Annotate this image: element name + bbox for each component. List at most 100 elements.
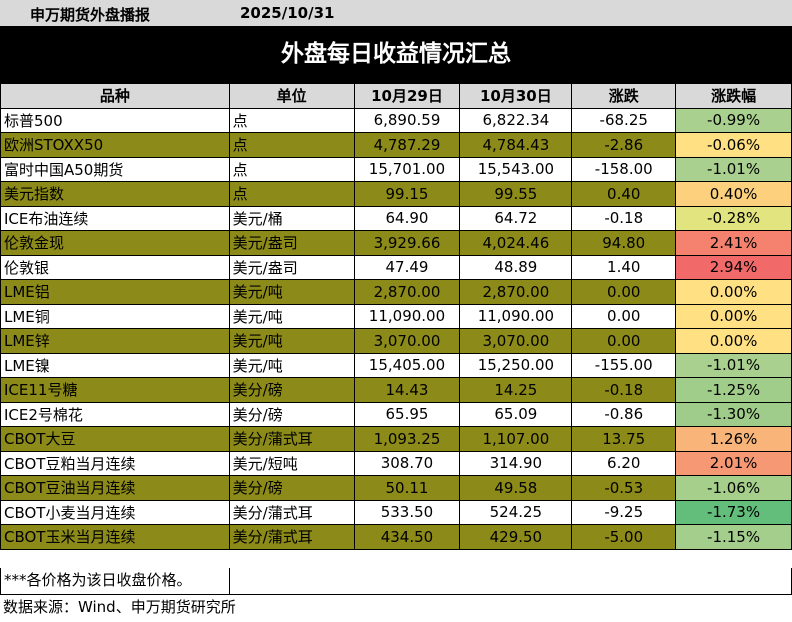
- unit-cell: 美分/磅: [228, 475, 355, 501]
- change-pct-cell: 2.41%: [675, 230, 792, 256]
- commodity-name-cell: 伦敦金现: [0, 230, 230, 256]
- unit-cell: 美分/蒲式耳: [228, 499, 355, 525]
- commodity-name-cell: LME铜: [0, 303, 230, 329]
- change-pct-cell: 0.00%: [675, 279, 792, 305]
- column-header-name: 品种: [0, 83, 230, 109]
- table-row: 欧洲STOXX50 点 4,787.29 4,784.43 -2.86 -0.06%: [0, 132, 792, 158]
- data-source: 数据来源：Wind、申万期货研究所: [3, 598, 236, 616]
- table-row: LME镍 美元/吨 15,405.00 15,250.00 -155.00 -1.01%: [0, 352, 792, 378]
- brand-title: 申万期货外盘播报: [30, 6, 151, 24]
- commodity-name-cell: 欧洲STOXX50: [0, 132, 230, 158]
- close-oct30-cell: 3,070.00: [459, 328, 573, 354]
- price-note-row: ***各价格为该日收盘价格。: [0, 568, 792, 595]
- commodity-name-cell: ICE2号棉花: [0, 401, 230, 427]
- change-pct-cell: -1.01%: [675, 156, 792, 182]
- unit-cell: 美分/磅: [228, 377, 355, 403]
- change-cell: -158.00: [571, 156, 677, 182]
- unit-cell: 点: [228, 181, 355, 207]
- unit-cell: 美元/吨: [228, 328, 355, 354]
- table-row: LME铝 美元/吨 2,870.00 2,870.00 0.00 0.00%: [0, 279, 792, 305]
- header-bar: 申万期货外盘播报 2025/10/31: [0, 0, 792, 27]
- change-pct-cell: 2.01%: [675, 450, 792, 476]
- change-cell: 6.20: [571, 450, 677, 476]
- change-pct-cell: 1.26%: [675, 426, 792, 452]
- change-cell: 0.00: [571, 328, 677, 354]
- change-cell: -0.18: [571, 377, 677, 403]
- table-row: 伦敦金现 美元/盎司 3,929.66 4,024.46 94.80 2.41%: [0, 230, 792, 256]
- table-row: ICE11号糖 美分/磅 14.43 14.25 -0.18 -1.25%: [0, 377, 792, 403]
- table-row: ICE2号棉花 美分/磅 65.95 65.09 -0.86 -1.30%: [0, 401, 792, 427]
- close-oct30-cell: 4,784.43: [459, 132, 573, 158]
- change-cell: -0.18: [571, 205, 677, 231]
- close-oct30-cell: 2,870.00: [459, 279, 573, 305]
- commodity-name-cell: 标普500: [0, 107, 230, 133]
- change-pct-cell: 2.94%: [675, 254, 792, 280]
- change-cell: -68.25: [571, 107, 677, 133]
- close-oct29-cell: 99.15: [353, 181, 461, 207]
- close-oct30-cell: 65.09: [459, 401, 573, 427]
- commodity-name-cell: CBOT豆油当月连续: [0, 475, 230, 501]
- close-oct30-cell: 14.25: [459, 377, 573, 403]
- commodity-name-cell: CBOT小麦当月连续: [0, 499, 230, 525]
- unit-cell: 美分/磅: [228, 401, 355, 427]
- column-header-date1: 10月29日: [353, 83, 461, 109]
- commodity-name-cell: ICE布油连续: [0, 205, 230, 231]
- close-oct29-cell: 65.95: [353, 401, 461, 427]
- change-cell: 0.00: [571, 303, 677, 329]
- commodity-name-cell: 伦敦银: [0, 254, 230, 280]
- change-pct-cell: 0.00%: [675, 303, 792, 329]
- table-row: ICE布油连续 美元/桶 64.90 64.72 -0.18 -0.28%: [0, 205, 792, 231]
- unit-cell: 美分/蒲式耳: [228, 524, 355, 550]
- close-oct29-cell: 50.11: [353, 475, 461, 501]
- table-row: 美元指数点 99.15 99.55 0.40 0.40%: [0, 181, 792, 207]
- close-oct29-cell: 64.90: [353, 205, 461, 231]
- column-header-date2: 10月30日: [459, 83, 573, 109]
- close-oct30-cell: 49.58: [459, 475, 573, 501]
- change-cell: -2.86: [571, 132, 677, 158]
- unit-cell: 点: [228, 132, 355, 158]
- change-pct-cell: -1.01%: [675, 352, 792, 378]
- close-oct30-cell: 15,250.00: [459, 352, 573, 378]
- close-oct29-cell: 6,890.59: [353, 107, 461, 133]
- close-oct30-cell: 64.72: [459, 205, 573, 231]
- commodity-name-cell: ICE11号糖: [0, 377, 230, 403]
- table-row: CBOT大豆 美分/蒲式耳 1,093.25 1,107.00 13.75 1.26%: [0, 426, 792, 452]
- close-oct29-cell: 3,929.66: [353, 230, 461, 256]
- table-row: CBOT小麦当月连续 美分/蒲式耳 533.50 524.25 -9.25 -1.73%: [0, 499, 792, 525]
- close-oct29-cell: 434.50: [353, 524, 461, 550]
- unit-cell: 美元/吨: [228, 303, 355, 329]
- table-row: 富时中国A50期货点 15,701.00 15,543.00 -158.00 -1.01…: [0, 156, 792, 182]
- unit-cell: 点: [228, 156, 355, 182]
- price-note: ***各价格为该日收盘价格。: [1, 568, 230, 594]
- change-pct-cell: -0.28%: [675, 205, 792, 231]
- change-cell: -155.00: [571, 352, 677, 378]
- table-row: CBOT豆油当月连续 美分/磅 50.11 49.58 -0.53 -1.06%: [0, 475, 792, 501]
- table-row: CBOT玉米当月连续 美分/蒲式耳 434.50 429.50 -5.00 -1.15%: [0, 524, 792, 550]
- unit-cell: 美元/吨: [228, 279, 355, 305]
- column-header-change: 涨跌: [571, 83, 677, 109]
- change-cell: -0.53: [571, 475, 677, 501]
- close-oct29-cell: 4,787.29: [353, 132, 461, 158]
- close-oct30-cell: 48.89: [459, 254, 573, 280]
- unit-cell: 美元/吨: [228, 352, 355, 378]
- table-row: LME锌 美元/吨 3,070.00 3,070.00 0.00 0.00%: [0, 328, 792, 354]
- close-oct30-cell: 429.50: [459, 524, 573, 550]
- unit-cell: 美元/盎司: [228, 254, 355, 280]
- close-oct29-cell: 11,090.00: [353, 303, 461, 329]
- change-pct-cell: -1.06%: [675, 475, 792, 501]
- change-cell: 1.40: [571, 254, 677, 280]
- close-oct29-cell: 2,870.00: [353, 279, 461, 305]
- close-oct29-cell: 533.50: [353, 499, 461, 525]
- change-cell: 13.75: [571, 426, 677, 452]
- change-pct-cell: -1.30%: [675, 401, 792, 427]
- close-oct30-cell: 314.90: [459, 450, 573, 476]
- returns-table: 品种 单位 10月29日 10月30日 涨跌 涨跌幅 标普500 点 6,890.5…: [0, 83, 792, 550]
- commodity-name-cell: CBOT大豆: [0, 426, 230, 452]
- unit-cell: 美分/蒲式耳: [228, 426, 355, 452]
- page-title: 外盘每日收益情况汇总: [0, 27, 792, 83]
- table-header-row: 品种 单位 10月29日 10月30日 涨跌 涨跌幅: [0, 83, 792, 109]
- unit-cell: 美元/桶: [228, 205, 355, 231]
- commodity-name-cell: 富时中国A50期货: [0, 156, 230, 182]
- close-oct29-cell: 3,070.00: [353, 328, 461, 354]
